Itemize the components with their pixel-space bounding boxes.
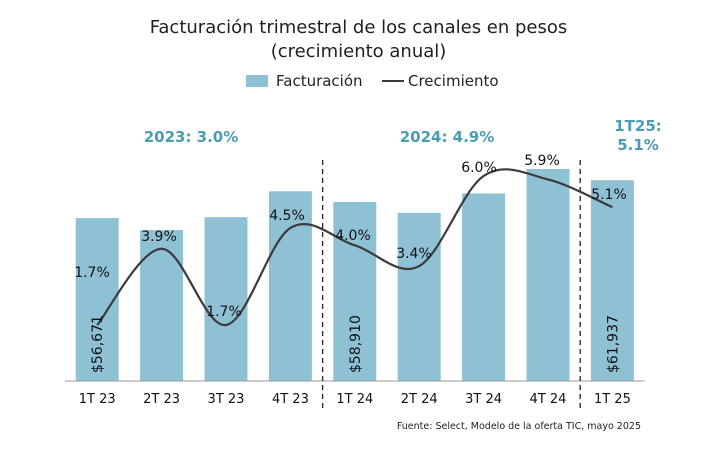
growth-label-0: 1.7%: [74, 265, 110, 281]
legend-item-line: Crecimiento: [382, 72, 499, 90]
annual-growth-label-0-0: 2023: 3.0%: [144, 128, 239, 146]
legend-bar-label: Facturación: [276, 72, 363, 90]
growth-line: [96, 168, 613, 327]
legend-item-bar: Facturación: [246, 72, 363, 90]
legend: Facturación Crecimiento: [0, 72, 717, 94]
bar-value-label-8: $61,937: [605, 315, 621, 373]
x-tick-label-4: 1T 24: [336, 392, 373, 407]
bar-4: [333, 201, 377, 381]
bar-2: [204, 217, 248, 381]
x-tick-label-8: 1T 25: [594, 392, 631, 407]
growth-label-4: 4.0%: [335, 228, 371, 244]
bar-5: [397, 212, 441, 381]
bar-1: [140, 230, 184, 381]
x-tick-label-7: 4T 24: [530, 392, 567, 407]
annual-growth-label-2-0: 1T25:: [614, 117, 662, 135]
growth-label-8: 5.1%: [591, 187, 627, 203]
annual-growth-label-2-1: 5.1%: [617, 136, 659, 154]
growth-label-2: 1.7%: [206, 304, 242, 320]
x-tick-label-6: 3T 24: [465, 392, 502, 407]
annual-growth-label-1-0: 2024: 4.9%: [400, 128, 495, 146]
growth-label-3: 4.5%: [269, 208, 305, 224]
growth-label-6: 6.0%: [461, 160, 497, 176]
bar-6: [462, 193, 506, 381]
legend-line-swatch: [382, 80, 404, 82]
x-tick-label-0: 1T 23: [79, 392, 116, 407]
bar-8: [590, 180, 634, 381]
bar-0: [75, 218, 119, 381]
growth-label-5: 3.4%: [396, 246, 432, 262]
bar-7: [526, 169, 570, 381]
x-tick-label-3: 4T 23: [272, 392, 309, 407]
x-tick-label-2: 3T 23: [208, 392, 245, 407]
bar-value-label-0: $56,671: [90, 315, 106, 373]
source-note: Fuente: Select, Modelo de la oferta TIC,…: [396, 421, 641, 432]
legend-bar-swatch: [246, 75, 268, 87]
chart-title: Facturación trimestral de los canales en…: [0, 16, 717, 64]
x-tick-label-1: 2T 23: [143, 392, 180, 407]
legend-line-label: Crecimiento: [408, 72, 499, 90]
growth-label-1: 3.9%: [141, 229, 177, 245]
chart-title-line2: (crecimiento anual): [270, 41, 447, 62]
x-tick-label-5: 2T 24: [401, 392, 438, 407]
bar-value-label-4: $58,910: [348, 315, 364, 373]
growth-label-7: 5.9%: [524, 153, 560, 169]
bar-3: [268, 191, 312, 381]
chart-title-line1: Facturación trimestral de los canales en…: [149, 17, 568, 38]
